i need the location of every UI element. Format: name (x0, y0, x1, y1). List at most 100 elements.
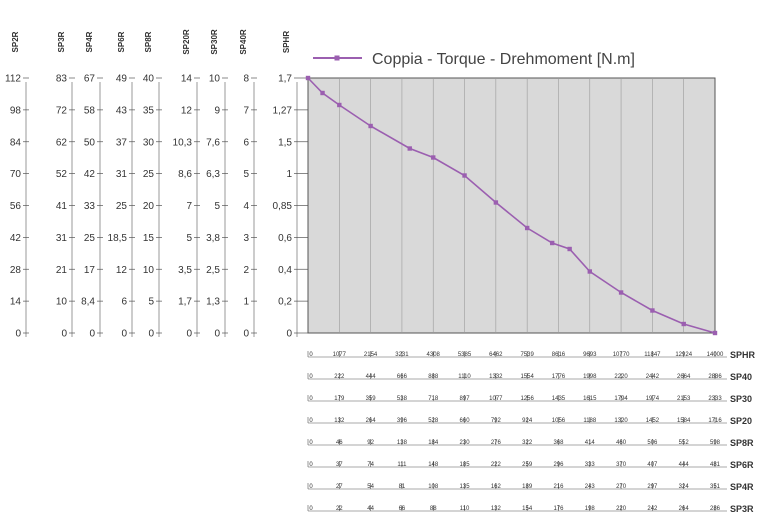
data-point (431, 155, 436, 160)
x-tick-label: 222 (491, 462, 502, 468)
y-scale-header: SP40R (239, 29, 248, 55)
y-tick-label: 25 (143, 169, 155, 180)
data-point (337, 102, 342, 108)
data-point (320, 90, 325, 96)
y-tick-label: 10,3 (173, 137, 193, 148)
x-tick-label: 176 (553, 506, 564, 512)
y-tick-label: 70 (10, 169, 22, 180)
x-tick-label: 297 (647, 484, 658, 490)
x-tick-label: 444 (679, 462, 690, 468)
x-tick-label: 14000 (707, 352, 724, 358)
data-point (493, 200, 499, 205)
y-tick-label: 50 (84, 137, 96, 148)
y-tick-label: 83 (56, 74, 68, 85)
y-tick-label: 10 (143, 265, 155, 276)
y-tick-label: 25 (116, 201, 128, 212)
x-tick-label: 370 (616, 462, 627, 468)
y-tick-label: 5 (214, 201, 220, 212)
x-tick-label: 92 (367, 440, 374, 446)
y-tick-label: 35 (143, 105, 155, 116)
y-tick-label: 3,8 (206, 233, 220, 244)
y-tick-label: 8,6 (178, 169, 192, 180)
x-tick-label: 792 (491, 418, 502, 424)
x-tick-label: 506 (647, 440, 658, 446)
x-tick-label: 888 (428, 374, 439, 380)
x-tick-label: 0 (309, 418, 313, 424)
x-tick-label: 22 (336, 506, 343, 512)
x-tick-label: 538 (397, 396, 408, 402)
x-tick-label: 110 (460, 506, 470, 512)
x-tick-label: 179 (334, 396, 345, 402)
y-tick-label: 14 (181, 74, 193, 85)
x-scale-name: SP6R (730, 460, 754, 470)
x-tick-label: 276 (491, 440, 502, 446)
data-point (407, 146, 412, 151)
y-tick-label: 56 (10, 201, 22, 212)
x-tick-label: 660 (460, 418, 471, 424)
x-tick-label: 481 (710, 462, 721, 468)
y-tick-label: 0 (61, 329, 67, 340)
y-tick-label: 6 (121, 297, 127, 308)
x-tick-label: 1188 (583, 418, 597, 424)
x-tick-label: 1435 (552, 396, 566, 402)
y-tick-label: 58 (84, 105, 96, 116)
x-tick-label: 242 (647, 506, 658, 512)
x-tick-label: 1554 (520, 374, 534, 380)
x-tick-label: 2220 (614, 374, 628, 380)
y-tick-label: 6,3 (206, 169, 220, 180)
x-tick-label: 1056 (552, 418, 566, 424)
x-tick-label: 359 (366, 396, 377, 402)
x-tick-label: 8616 (552, 352, 566, 358)
y-tick-label: 67 (84, 74, 96, 85)
y-scale-header: SP4R (85, 31, 94, 52)
x-tick-label: 2664 (677, 374, 691, 380)
x-tick-label: 27 (336, 484, 343, 490)
x-tick-label: 897 (460, 396, 471, 402)
y-tick-label: 112 (5, 74, 21, 85)
x-tick-label: 1452 (646, 418, 660, 424)
y-tick-label: 98 (10, 105, 22, 116)
x-tick-label: 11847 (644, 352, 661, 358)
y-tick-label: 2 (243, 265, 249, 276)
y-tick-label: 1 (243, 297, 249, 308)
y-tick-label: 28 (10, 265, 22, 276)
y-tick-label: 1,27 (273, 105, 293, 116)
y-tick-label: 9 (214, 105, 220, 116)
x-tick-label: 1320 (614, 418, 628, 424)
x-scale-name: SP20 (730, 416, 752, 426)
x-tick-label: 1332 (489, 374, 503, 380)
x-scale-name: SP30 (730, 394, 752, 404)
y-tick-label: 37 (116, 137, 128, 148)
y-tick-label: 0 (214, 329, 220, 340)
y-tick-label: 7 (243, 105, 249, 116)
x-tick-label: 1776 (552, 374, 566, 380)
x-tick-label: 132 (334, 418, 345, 424)
data-point (618, 290, 624, 295)
y-scale-header: SP6R (117, 31, 126, 52)
x-scale-name: SPHR (730, 350, 756, 360)
x-tick-label: 216 (553, 484, 564, 490)
x-tick-label: 132 (491, 506, 502, 512)
x-tick-label: 7539 (520, 352, 534, 358)
y-scale-header: SPHR (282, 31, 291, 53)
y-tick-label: 30 (143, 137, 155, 148)
x-tick-label: 396 (397, 418, 408, 424)
x-tick-label: 37 (336, 462, 343, 468)
x-tick-label: 1615 (583, 396, 597, 402)
x-tick-label: 88 (430, 506, 437, 512)
x-tick-label: 0 (309, 374, 313, 380)
x-tick-label: 74 (367, 462, 374, 468)
x-tick-label: 552 (679, 440, 690, 446)
y-tick-label: 25 (84, 233, 96, 244)
y-tick-label: 40 (143, 74, 155, 85)
x-tick-label: 0 (309, 396, 313, 402)
y-tick-label: 0 (89, 329, 95, 340)
x-tick-label: 230 (460, 440, 471, 446)
x-tick-label: 351 (710, 484, 721, 490)
x-tick-label: 264 (679, 506, 690, 512)
y-tick-label: 12 (181, 105, 193, 116)
y-tick-label: 17 (84, 265, 96, 276)
y-tick-label: 72 (56, 105, 68, 116)
x-tick-label: 185 (460, 462, 471, 468)
